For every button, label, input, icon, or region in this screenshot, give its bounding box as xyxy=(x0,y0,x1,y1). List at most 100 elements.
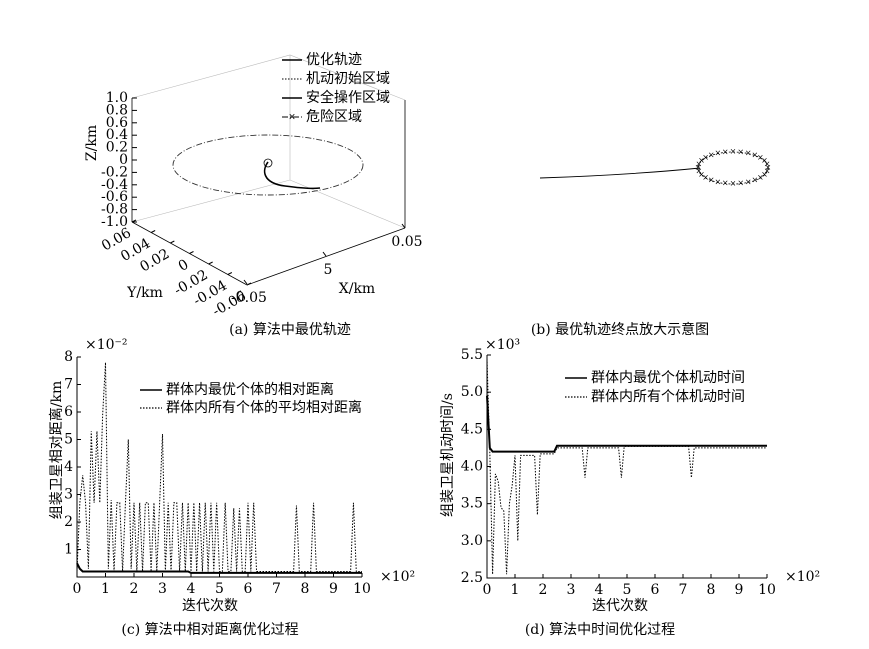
danger-marker: × xyxy=(714,177,721,186)
y-tick xyxy=(208,261,213,265)
z-tick-label: -1.0 xyxy=(101,214,128,230)
danger-marker: × xyxy=(730,179,737,188)
x-tick-label: 1 xyxy=(511,582,520,598)
x-tick-label: 6 xyxy=(244,581,253,597)
z-axis-label: Z/km xyxy=(84,125,100,161)
y-tick-label: 3.5 xyxy=(461,496,483,512)
danger-marker: × xyxy=(698,170,705,179)
y-tick-label: 5 xyxy=(64,432,73,448)
series-line xyxy=(486,395,767,453)
caption: (c) 算法中相对距离优化过程 xyxy=(121,621,298,638)
x-tick-label: 7 xyxy=(679,582,688,598)
x-tick-label: 2 xyxy=(130,581,139,597)
danger-marker: × xyxy=(751,150,758,159)
x-tick-label: 9 xyxy=(329,581,338,597)
legend-label: 危险区域 xyxy=(306,109,362,125)
y-tick-label: 4.0 xyxy=(461,459,483,475)
x-tick-label: 3 xyxy=(567,582,576,598)
x-tick-label: 0 xyxy=(483,582,492,598)
danger-marker: × xyxy=(751,176,758,185)
y-tick-label: 2.5 xyxy=(461,570,483,586)
x-axis-label: 迭代次数 xyxy=(592,598,648,614)
y-tick-label: 5.5 xyxy=(461,347,483,363)
x-tick-label: 2 xyxy=(539,582,548,598)
x-multiplier: ×10² xyxy=(380,569,415,585)
z-tick-label: 0.6 xyxy=(106,115,128,131)
x-tick-label: 7 xyxy=(272,581,281,597)
y-tick xyxy=(189,251,194,254)
danger-marker: × xyxy=(761,170,768,179)
y-tick-label: 7 xyxy=(64,377,73,393)
z-tick-label: -0.6 xyxy=(101,189,128,205)
x-tick-label: 1 xyxy=(101,581,110,597)
caption: (a) 算法中最优轨迹 xyxy=(229,322,351,338)
y-axis-label: 组装卫星相对距离/km xyxy=(48,381,65,519)
series-line xyxy=(486,358,767,575)
y-axis-label: Y/km xyxy=(126,285,163,301)
y-tick xyxy=(131,219,137,223)
y-tick-label: 0 xyxy=(176,257,192,275)
danger-marker: × xyxy=(708,150,715,159)
x-axis-label: X/km xyxy=(339,281,375,297)
legend-label: 机动初始区域 xyxy=(306,70,390,87)
y-tick-label: 4.5 xyxy=(461,421,483,437)
legend-label: 安全操作区域 xyxy=(306,89,390,106)
danger-marker: × xyxy=(695,163,702,172)
y-tick xyxy=(246,282,252,286)
legend-label: 群体内最优个体机动时间 xyxy=(591,370,745,386)
x-tick-label: 0.05 xyxy=(391,234,422,250)
danger-marker: × xyxy=(745,149,752,158)
danger-marker: × xyxy=(698,156,705,165)
danger-marker: × xyxy=(737,179,744,188)
z-tick-label: -0.8 xyxy=(101,202,128,218)
danger-marker: × xyxy=(764,159,771,168)
legend-label: 群体内所有个体的平均相对距离 xyxy=(166,399,362,416)
x-tick-label: 6 xyxy=(651,582,660,598)
y-tick xyxy=(227,272,233,275)
x-tick-label: 9 xyxy=(735,582,744,598)
x-axis-label: 迭代次数 xyxy=(182,598,238,614)
x-tick-label: 10 xyxy=(758,582,776,598)
danger-marker: × xyxy=(714,149,721,158)
zoom-sketch xyxy=(539,151,769,185)
x-tick xyxy=(322,251,327,257)
y-tick-label: 6 xyxy=(64,404,73,420)
x-tick xyxy=(243,279,248,285)
danger-marker: × xyxy=(761,156,768,165)
y-multiplier: ×10³ xyxy=(485,337,520,353)
x-tick-label: 4 xyxy=(595,582,604,598)
legend-label: 群体内最优个体的相对距离 xyxy=(166,381,334,398)
x-tick-label: 8 xyxy=(301,581,310,597)
danger-marker: × xyxy=(737,147,744,156)
z-tick-label: 0.8 xyxy=(106,102,128,118)
y-tick xyxy=(170,240,175,244)
x-tick-label: 5 xyxy=(215,581,224,597)
y-tick-label: 1 xyxy=(64,542,73,558)
x-tick-label: -0.05 xyxy=(231,290,267,306)
caption: (b) 最优轨迹终点放大示意图 xyxy=(531,321,709,338)
y-tick-label: 5.0 xyxy=(461,384,483,400)
danger-marker: × xyxy=(696,159,703,168)
legend-label: 群体内所有个体机动时间 xyxy=(591,389,745,405)
x-tick-label: 4 xyxy=(187,581,196,597)
danger-marker: × xyxy=(757,153,764,162)
x-tick-label: 0 xyxy=(73,581,82,597)
caption: (d) 算法中时间优化过程 xyxy=(525,622,675,638)
z-tick-label: -0.4 xyxy=(101,177,128,193)
y-tick-label: 3 xyxy=(64,487,73,503)
danger-marker: × xyxy=(708,176,715,185)
z-tick-label: 1.0 xyxy=(106,90,128,106)
y-axis-label: 组装卫星机动时间/s xyxy=(440,393,456,517)
x-tick-label: 8 xyxy=(707,582,716,598)
danger-marker: × xyxy=(764,167,771,176)
x-tick-label: 10 xyxy=(353,581,371,597)
x-tick-label: 3 xyxy=(158,581,167,597)
y-tick xyxy=(150,230,156,233)
danger-marker: × xyxy=(722,147,729,156)
danger-marker: × xyxy=(702,173,709,182)
danger-marker: × xyxy=(702,153,709,162)
x-multiplier: ×10² xyxy=(785,569,820,585)
x-tick-label: 5 xyxy=(623,582,632,598)
y-tick-label: 2 xyxy=(64,514,73,530)
